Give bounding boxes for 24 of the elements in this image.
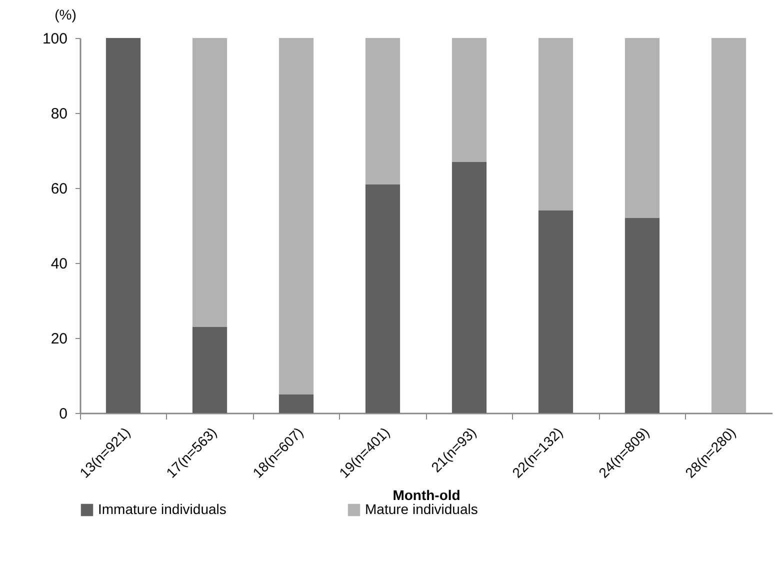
bar — [624, 38, 660, 218]
y-tick-label: 100 — [42, 30, 68, 48]
bar — [278, 38, 314, 394]
y-axis-title: (%) — [54, 6, 76, 22]
bar — [365, 184, 400, 413]
bar — [106, 38, 141, 413]
y-tick-label: 20 — [50, 330, 68, 348]
bar — [711, 38, 746, 413]
legend-label: Immature individuals — [98, 501, 226, 517]
bar — [365, 38, 400, 184]
y-tick-label: 40 — [50, 256, 68, 272]
bar — [452, 162, 487, 413]
bar — [192, 326, 228, 413]
bar — [538, 210, 574, 413]
bar — [538, 38, 574, 210]
legend-label: Mature individuals — [365, 501, 478, 517]
y-tick-label: 0 — [59, 406, 68, 422]
y-tick-label: 60 — [50, 180, 68, 198]
bar — [192, 38, 228, 327]
bar — [624, 218, 660, 413]
bar — [278, 394, 314, 413]
y-tick-label: 80 — [50, 106, 68, 122]
x-axis-title: Month-old — [392, 486, 460, 503]
bar — [452, 38, 487, 162]
